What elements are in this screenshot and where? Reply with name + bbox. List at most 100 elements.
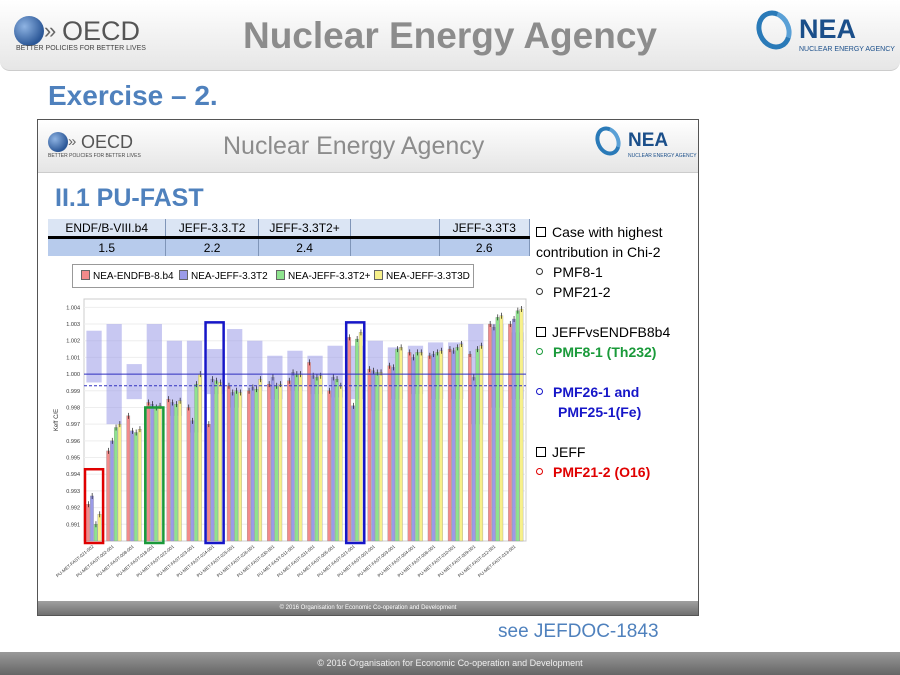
bar bbox=[515, 310, 520, 542]
oecd-logo-text: OECD bbox=[62, 16, 141, 46]
bar bbox=[431, 353, 436, 542]
section-title: II.1 PU-FAST bbox=[55, 184, 204, 212]
bar bbox=[290, 372, 295, 542]
uncertainty-band bbox=[86, 330, 102, 383]
embedded-slide: » OECD BETTER POLICIES FOR BETTER LIVES … bbox=[37, 119, 699, 616]
bar bbox=[294, 373, 299, 542]
table-header-cell bbox=[350, 219, 440, 239]
bar bbox=[488, 323, 492, 542]
x-tick-label: PU-MET-FAST-001-001 bbox=[336, 544, 376, 579]
note-case-title-2: contribution in Chi-2 bbox=[536, 244, 661, 260]
uncertainty-band bbox=[126, 364, 142, 400]
y-tick-label: 1.004 bbox=[66, 305, 80, 311]
x-tick-label: PU-MET-FAST-018-001 bbox=[115, 544, 155, 579]
bar bbox=[106, 450, 110, 542]
bar bbox=[90, 495, 94, 542]
oecd-logo: » OECD BETTER POLICIES FOR BETTER LIVES bbox=[14, 14, 146, 56]
y-tick-label: 0.992 bbox=[66, 506, 80, 512]
atom-ring-icon bbox=[590, 122, 626, 160]
y-tick-label: 0.999 bbox=[66, 389, 80, 395]
bar bbox=[113, 427, 118, 542]
uncertainty-band bbox=[146, 324, 162, 408]
bar bbox=[210, 378, 215, 542]
y-tick-label: 0.994 bbox=[66, 472, 80, 478]
x-tick-label: PU-MET-FAST-005-001 bbox=[296, 544, 336, 579]
bar bbox=[419, 352, 423, 542]
bar bbox=[274, 385, 279, 542]
bar bbox=[511, 318, 516, 542]
bar bbox=[358, 332, 363, 542]
bar bbox=[447, 348, 452, 542]
bar bbox=[367, 368, 372, 542]
bar bbox=[206, 424, 211, 542]
y-tick-label: 0.995 bbox=[66, 456, 80, 462]
bar bbox=[314, 377, 319, 542]
x-tick-label: PU-MET-FAST-026-001 bbox=[216, 544, 256, 579]
x-tick-label: PU-MET-FAST-009-001 bbox=[437, 544, 477, 579]
bar bbox=[475, 348, 480, 542]
legend-item: NEA-JEFF-3.3T3D bbox=[374, 270, 470, 282]
highlight-box bbox=[144, 406, 165, 545]
table-header-cell: ENDF/B-VIII.b4 bbox=[48, 219, 167, 239]
x-tick-label: PU-MET-FAST-012-001 bbox=[457, 544, 497, 579]
legend-label: NEA-ENDFB-8.b4 bbox=[93, 271, 174, 282]
highlight-box bbox=[83, 467, 105, 545]
bar bbox=[166, 398, 171, 542]
legend-swatch bbox=[81, 270, 90, 280]
note-pmf25: PMF25-1(Fe) bbox=[558, 404, 642, 420]
oecd-tagline: BETTER POLICIES FOR BETTER LIVES bbox=[16, 45, 146, 52]
legend-item: NEA-JEFF-3.3T2 bbox=[179, 270, 268, 282]
checkbox-icon bbox=[536, 447, 546, 457]
bar bbox=[174, 403, 178, 542]
slide-header-title: Nuclear Energy Agency bbox=[223, 132, 485, 160]
note-case-item: PMF8-1 bbox=[536, 264, 603, 280]
y-axis-label: Keff C/E bbox=[54, 409, 60, 431]
bar bbox=[331, 377, 335, 542]
keff-chart-svg: 1.004 1.003 1.002 1.001 1.000 0.999 0.998 0.997… bbox=[54, 298, 527, 579]
bar bbox=[499, 315, 504, 542]
bullet-circle-icon bbox=[536, 348, 543, 355]
note-jeff-title: JEFF bbox=[536, 444, 585, 460]
legend-swatch bbox=[179, 270, 188, 280]
bar bbox=[278, 383, 283, 542]
x-tick-label: PU-MET-FAST-013-001 bbox=[477, 544, 517, 579]
slide-nea-tagline: NUCLEAR ENERGY AGENCY bbox=[628, 153, 697, 159]
bar bbox=[270, 377, 275, 542]
table-cell: 1.5 bbox=[48, 237, 167, 256]
bar bbox=[250, 387, 255, 542]
bar bbox=[218, 382, 222, 542]
x-tick-label: PU-MET-FAST-025-001 bbox=[196, 544, 236, 579]
bar bbox=[234, 390, 239, 542]
nea-logo: NEA NUCLEAR ENERGY AGENCY bbox=[750, 4, 895, 58]
highlight-box bbox=[204, 321, 225, 545]
keff-chart: 1.004 1.003 1.002 1.001 1.000 0.999 0.998 0.997… bbox=[48, 291, 528, 599]
legend-item: NEA-ENDFB-8.b4 bbox=[81, 270, 174, 282]
exercise-title: Exercise – 2. bbox=[48, 80, 218, 111]
y-tick-label: 0.997 bbox=[66, 422, 80, 428]
bar bbox=[347, 337, 352, 542]
x-tick-label: PU-MET-FAST-022-001 bbox=[135, 544, 175, 579]
bar bbox=[246, 390, 251, 542]
x-tick-label: PU-MET-FAST-023-001 bbox=[156, 544, 196, 579]
bar bbox=[491, 327, 496, 542]
bar bbox=[318, 375, 323, 542]
note-jeff-vs-title: JEFFvsENDFB8b4 bbox=[536, 324, 670, 340]
note-jeff-vs-item: PMF8-1 (Th232) bbox=[536, 344, 656, 360]
bar bbox=[117, 424, 122, 542]
x-tick-label: PU-MET-FAST-008-001 bbox=[95, 544, 135, 579]
bar bbox=[351, 405, 355, 542]
atom-ring-icon bbox=[750, 4, 798, 56]
table-cell: 2.2 bbox=[165, 237, 259, 256]
bar bbox=[519, 308, 524, 542]
bar bbox=[378, 372, 383, 542]
bar bbox=[459, 343, 463, 542]
bar bbox=[226, 385, 231, 542]
checkbox-icon bbox=[536, 327, 546, 337]
slide-footer: © 2016 Organisation for Economic Co-oper… bbox=[38, 601, 698, 615]
x-tick-label: PU-MET-FAST-021-001 bbox=[316, 544, 356, 579]
bar bbox=[439, 350, 443, 542]
bar bbox=[186, 407, 191, 542]
nea-logo-text: NEA bbox=[799, 14, 857, 44]
chi2-table: ENDF/B-VIII.b4 JEFF-3.3.T2 JEFF-3.3T2+ J… bbox=[48, 219, 530, 256]
bar bbox=[130, 430, 134, 542]
